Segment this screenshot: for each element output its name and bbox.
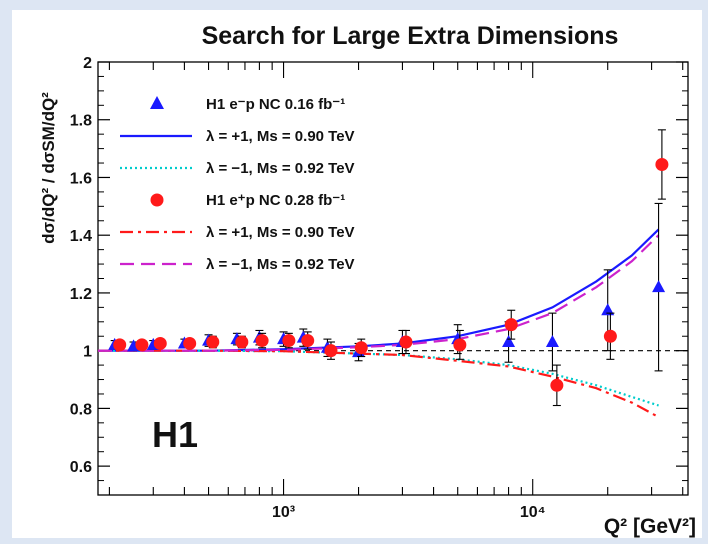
data-point-eminus bbox=[545, 335, 559, 348]
model-curve-2 bbox=[98, 349, 659, 407]
model-curves bbox=[98, 228, 660, 419]
data-point-eplus bbox=[603, 329, 617, 343]
legend-label: λ = +1, Ms = 0.90 TeV bbox=[206, 224, 355, 241]
data-point-eplus bbox=[282, 334, 296, 348]
data-point-eplus bbox=[206, 335, 220, 349]
x-tick-label: 10³ bbox=[272, 504, 295, 521]
data-point-eplus bbox=[453, 338, 467, 352]
legend-label: H1 e⁺p NC 0.28 fb⁻¹ bbox=[206, 192, 345, 209]
legend-marker-triangle bbox=[150, 96, 164, 109]
data-point-eplus bbox=[135, 338, 149, 352]
legend-marker-circle bbox=[150, 193, 164, 207]
legend: H1 e⁻p NC 0.16 fb⁻¹ λ = +1, Ms = 0.90 TeV… bbox=[120, 96, 355, 273]
chart-title: Search for Large Extra Dimensions bbox=[202, 22, 619, 50]
legend-label: λ = −1, Ms = 0.92 TeV bbox=[206, 256, 355, 273]
data-point-eplus bbox=[655, 157, 669, 171]
x-tick-label: 10⁴ bbox=[520, 504, 546, 521]
y-axis-label: dσ/dQ² / dσSM/dQ² bbox=[39, 92, 58, 244]
data-point-eplus bbox=[324, 344, 338, 358]
data-point-eminus bbox=[502, 335, 516, 348]
y-tick-label: 2 bbox=[83, 55, 92, 72]
legend-label: λ = −1, Ms = 0.92 TeV bbox=[206, 160, 355, 177]
data-point-eplus bbox=[153, 336, 167, 350]
axis-ticks: 0.6 0.8 1 1.2 1.4 1.6 1.8 2 10³ 10⁴ bbox=[70, 55, 688, 521]
data-point-eminus bbox=[652, 280, 666, 293]
data-point-eplus bbox=[399, 335, 413, 349]
chart-panel: Search for Large Extra Dimensions dσ/dQ²… bbox=[12, 10, 702, 538]
data-point-eminus bbox=[601, 303, 615, 316]
data-point-eplus bbox=[550, 378, 564, 392]
experiment-annotation: H1 bbox=[152, 414, 198, 455]
data-point-eplus bbox=[235, 335, 249, 349]
y-tick-label: 0.8 bbox=[70, 401, 92, 418]
model-curve-4 bbox=[98, 349, 660, 419]
y-tick-label: 1.8 bbox=[70, 113, 92, 130]
y-tick-label: 1 bbox=[83, 344, 92, 361]
x-axis-label: Q² [GeV²] bbox=[604, 515, 696, 538]
model-curve-5 bbox=[98, 234, 660, 352]
chart: Search for Large Extra Dimensions dσ/dQ²… bbox=[39, 22, 696, 538]
y-tick-label: 1.2 bbox=[70, 286, 92, 303]
data-point-eplus bbox=[354, 341, 368, 355]
data-point-eplus bbox=[113, 338, 127, 352]
data-point-eplus bbox=[255, 334, 269, 348]
legend-label: H1 e⁻p NC 0.16 fb⁻¹ bbox=[206, 96, 345, 113]
data-point-eplus bbox=[183, 336, 197, 350]
y-tick-label: 1.4 bbox=[70, 228, 92, 245]
legend-label: λ = +1, Ms = 0.90 TeV bbox=[206, 128, 355, 145]
y-tick-label: 1.6 bbox=[70, 170, 92, 187]
model-curve-1 bbox=[98, 228, 660, 352]
y-tick-label: 0.6 bbox=[70, 459, 92, 476]
data-points bbox=[108, 129, 669, 407]
data-point-eplus bbox=[301, 334, 315, 348]
data-point-eplus bbox=[504, 318, 518, 332]
